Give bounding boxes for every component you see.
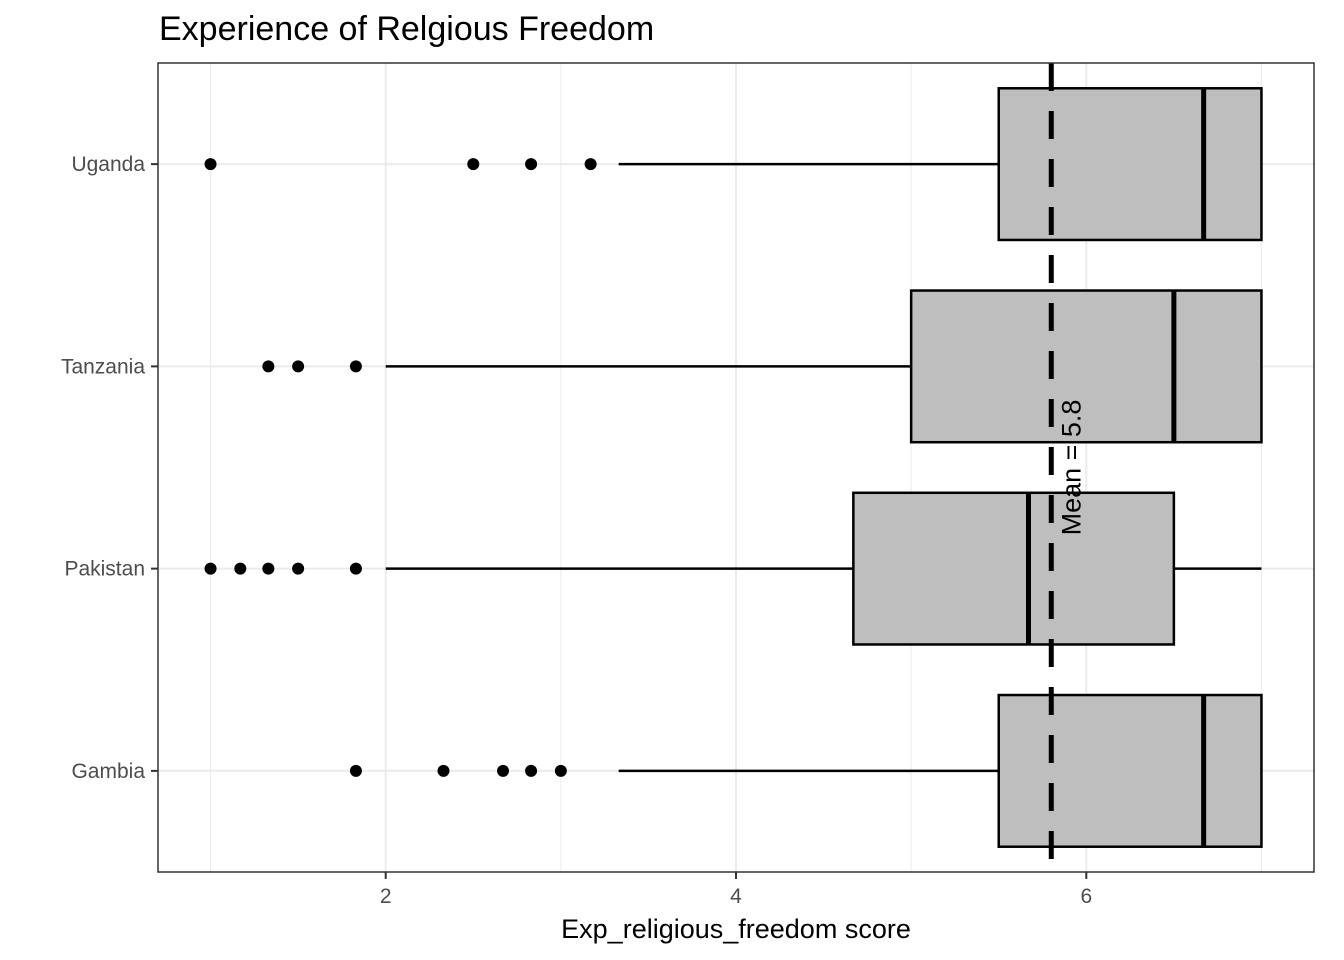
x-tick-label: 2 bbox=[380, 885, 392, 908]
mean-annotation: Mean = 5.8 bbox=[1056, 400, 1086, 536]
y-tick-label: Tanzania bbox=[61, 355, 145, 378]
outlier-point bbox=[204, 562, 217, 575]
x-tick-label: 6 bbox=[1080, 885, 1092, 908]
outlier-point bbox=[349, 360, 362, 373]
outlier-point bbox=[467, 158, 480, 171]
outlier-point bbox=[437, 764, 450, 777]
outlier-point bbox=[525, 764, 538, 777]
box-group-uganda bbox=[204, 87, 1263, 242]
y-tick-label: Gambia bbox=[71, 760, 145, 783]
box-iqr bbox=[852, 491, 1176, 646]
outlier-point bbox=[584, 158, 597, 171]
chart-title: Experience of Relgious Freedom bbox=[159, 10, 654, 48]
box-iqr bbox=[997, 693, 1263, 848]
outlier-point bbox=[204, 158, 217, 171]
outlier-point bbox=[262, 360, 275, 373]
box-iqr bbox=[909, 289, 1263, 444]
box-group-pakistan bbox=[204, 491, 1262, 646]
outlier-point bbox=[234, 562, 247, 575]
box-group-gambia bbox=[349, 693, 1263, 848]
x-tick-label: 4 bbox=[730, 885, 742, 908]
outlier-point bbox=[292, 360, 305, 373]
outlier-point bbox=[262, 562, 275, 575]
outlier-point bbox=[349, 562, 362, 575]
y-tick-label: Uganda bbox=[71, 153, 145, 176]
y-tick-label: Pakistan bbox=[64, 558, 145, 581]
y-axis-ticks: Gambia Pakistan Tanzania Uganda bbox=[61, 153, 158, 783]
outlier-point bbox=[349, 764, 362, 777]
outlier-point bbox=[554, 764, 567, 777]
outlier-point bbox=[497, 764, 510, 777]
box-iqr bbox=[997, 87, 1263, 242]
x-axis-ticks: 2 4 6 bbox=[380, 872, 1092, 908]
box-group-tanzania bbox=[262, 289, 1263, 444]
x-axis-label: Exp_religious_freedom score bbox=[561, 914, 911, 944]
outlier-point bbox=[292, 562, 305, 575]
boxplots bbox=[204, 63, 1263, 872]
outlier-point bbox=[525, 158, 538, 171]
